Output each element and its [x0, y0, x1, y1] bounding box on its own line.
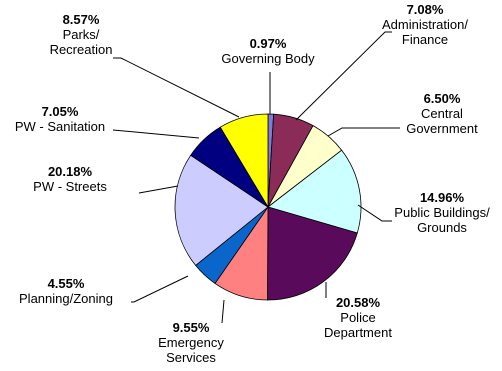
leader-line-3: [357, 204, 392, 222]
slice-name-label-5-line-0: Emergency: [158, 335, 224, 350]
pie-slice-3: [267, 149, 362, 234]
slice-name-label-9-line-0: Parks/: [63, 27, 100, 42]
slice-name-label-6-line-0: Planning/Zoning: [19, 291, 113, 306]
pie-slice-7: [174, 154, 269, 266]
leader-line-6: [131, 275, 189, 303]
slice-percent-label-5: 9.55%: [173, 320, 210, 335]
slice-percent-label-9: 8.57%: [63, 12, 100, 27]
leader-line-9: [113, 57, 240, 118]
pie-slice-9: [219, 113, 269, 209]
slice-name-label-7-line-0: PW - Streets: [33, 179, 107, 194]
slice-name-label-4-line-1: Department: [324, 325, 392, 340]
slice-labels: 0.97%Governing Body 7.08%Administration/F…: [15, 2, 490, 365]
slice-percent-label-0: 0.97%: [250, 36, 287, 51]
slice-percent-label-7: 20.18%: [48, 164, 93, 179]
slice-name-label-4-line-0: Police: [340, 310, 375, 325]
slice-percent-label-6: 4.55%: [48, 276, 85, 291]
slice-name-label-2-line-0: Central: [421, 106, 463, 121]
pie-slices: [174, 113, 362, 301]
slice-name-label-0-line-0: Governing Body: [221, 51, 315, 66]
leader-lines: [112, 31, 400, 324]
pie-slice-4: [267, 206, 358, 301]
slice-percent-label-1: 7.08%: [407, 2, 444, 17]
leader-line-2: [327, 127, 400, 137]
leader-line-1: [295, 31, 392, 121]
slice-percent-label-8: 7.05%: [42, 104, 79, 119]
slice-percent-label-2: 6.50%: [424, 91, 461, 106]
slice-name-label-1-line-1: Finance: [402, 32, 448, 47]
slice-name-label-1-line-0: Administration/: [382, 17, 468, 32]
slice-percent-label-3: 14.96%: [420, 190, 465, 205]
slice-name-label-5-line-1: Services: [166, 350, 216, 365]
slice-name-label-8-line-0: PW - Sanitation: [15, 119, 105, 134]
slice-name-label-9-line-1: Recreation: [50, 42, 113, 57]
leader-line-8: [112, 129, 200, 139]
leader-line-5: [221, 299, 225, 324]
slice-name-label-3-line-0: Public Buildings/: [394, 205, 490, 220]
slice-percent-label-4: 20.58%: [336, 295, 381, 310]
slice-name-label-3-line-1: Grounds: [417, 220, 467, 235]
slice-name-label-2-line-1: Government: [406, 121, 478, 136]
leader-line-7: [138, 185, 179, 194]
